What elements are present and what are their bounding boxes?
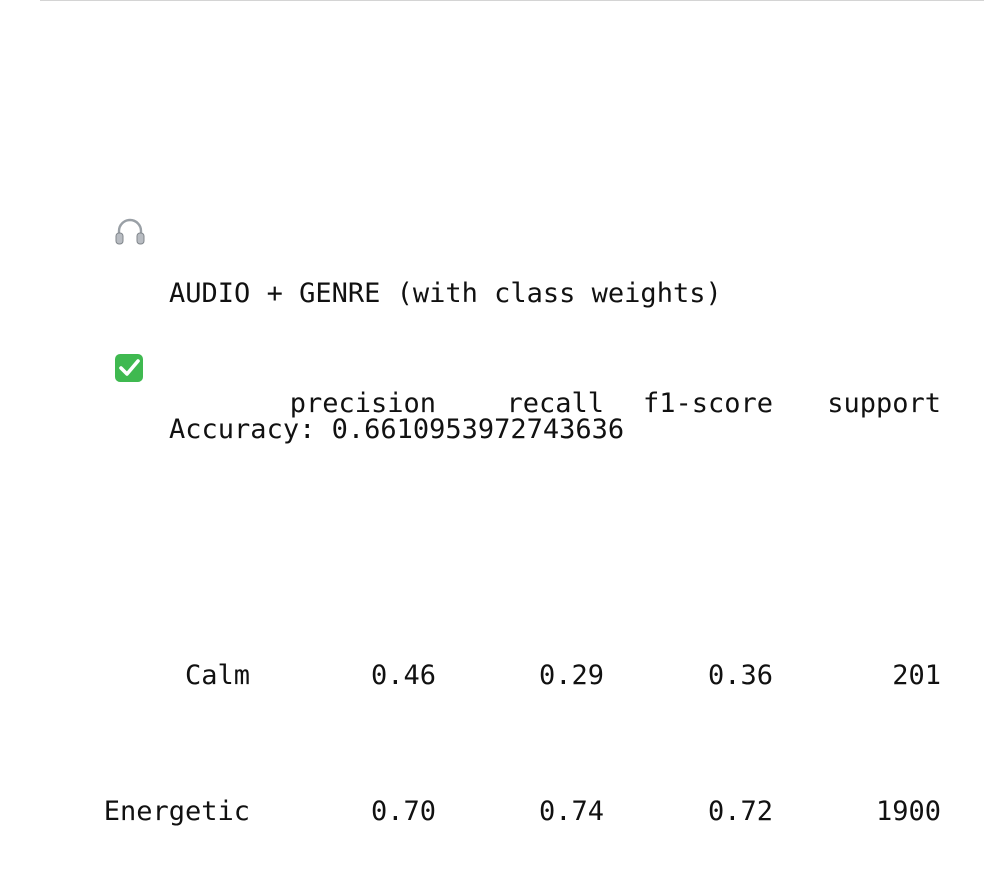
- f1-value: 0.36: [707, 660, 773, 691]
- precision-value: 0.70: [370, 796, 436, 827]
- accuracy-text: Accuracy: 0.6610953972743636: [169, 414, 625, 445]
- row-label: Calm: [184, 660, 250, 691]
- precision-value: 0.46: [370, 660, 436, 691]
- table-row: Calm 0.46 0.29 0.36 201: [48, 659, 941, 693]
- column-header-precision: precision: [289, 388, 436, 419]
- classification-output: AUDIO + GENRE (with class weights) Accur…: [48, 13, 941, 896]
- column-header-f1-score: f1-score: [642, 388, 773, 419]
- check-icon: [113, 285, 147, 382]
- support-value: 201: [892, 660, 941, 691]
- accuracy-line: Accuracy: 0.6610953972743636: [48, 251, 722, 445]
- column-header-support: support: [827, 388, 941, 419]
- column-header-row: precision recall f1-score support: [48, 387, 941, 421]
- column-header-recall: recall: [506, 388, 604, 419]
- row-label: Energetic: [103, 796, 250, 827]
- table-row: Energetic 0.70 0.74 0.72 1900: [48, 795, 941, 829]
- support-value: 1900: [875, 796, 941, 827]
- f1-value: 0.72: [707, 796, 773, 827]
- title-line: AUDIO + GENRE (with class weights): [48, 115, 722, 309]
- report-title: AUDIO + GENRE (with class weights): [169, 278, 722, 309]
- headphone-icon: [113, 149, 147, 245]
- recall-value: 0.74: [538, 796, 604, 827]
- output-cell-border: [40, 0, 984, 1]
- recall-value: 0.29: [538, 660, 604, 691]
- blank-row: [48, 523, 722, 557]
